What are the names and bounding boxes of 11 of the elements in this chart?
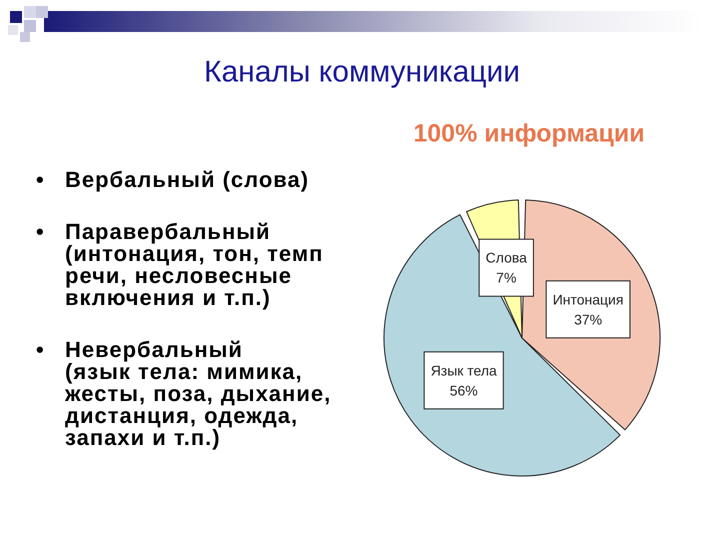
slice-label: Интонация	[552, 291, 624, 308]
chart-subtitle: 100% информации	[413, 120, 645, 148]
text: • Вербальный (слова)	[36, 167, 310, 192]
data-label: 37%	[574, 311, 602, 328]
text: • Невербальный (язык тела: мимика, жесты, поза, дыхание, дистанция, одежда, запахи и т.п.)	[36, 337, 332, 450]
chart-title: Каналы коммуникации	[204, 56, 520, 88]
data-label: 7%	[496, 270, 516, 286]
text: • Паравербальный (интонация, тон, темп речи, несловесные включения и т.п.)	[36, 219, 324, 310]
slice-label: Язык тела	[430, 362, 498, 378]
data-label: 56%	[450, 382, 478, 398]
slice-label: Слова	[486, 250, 528, 266]
